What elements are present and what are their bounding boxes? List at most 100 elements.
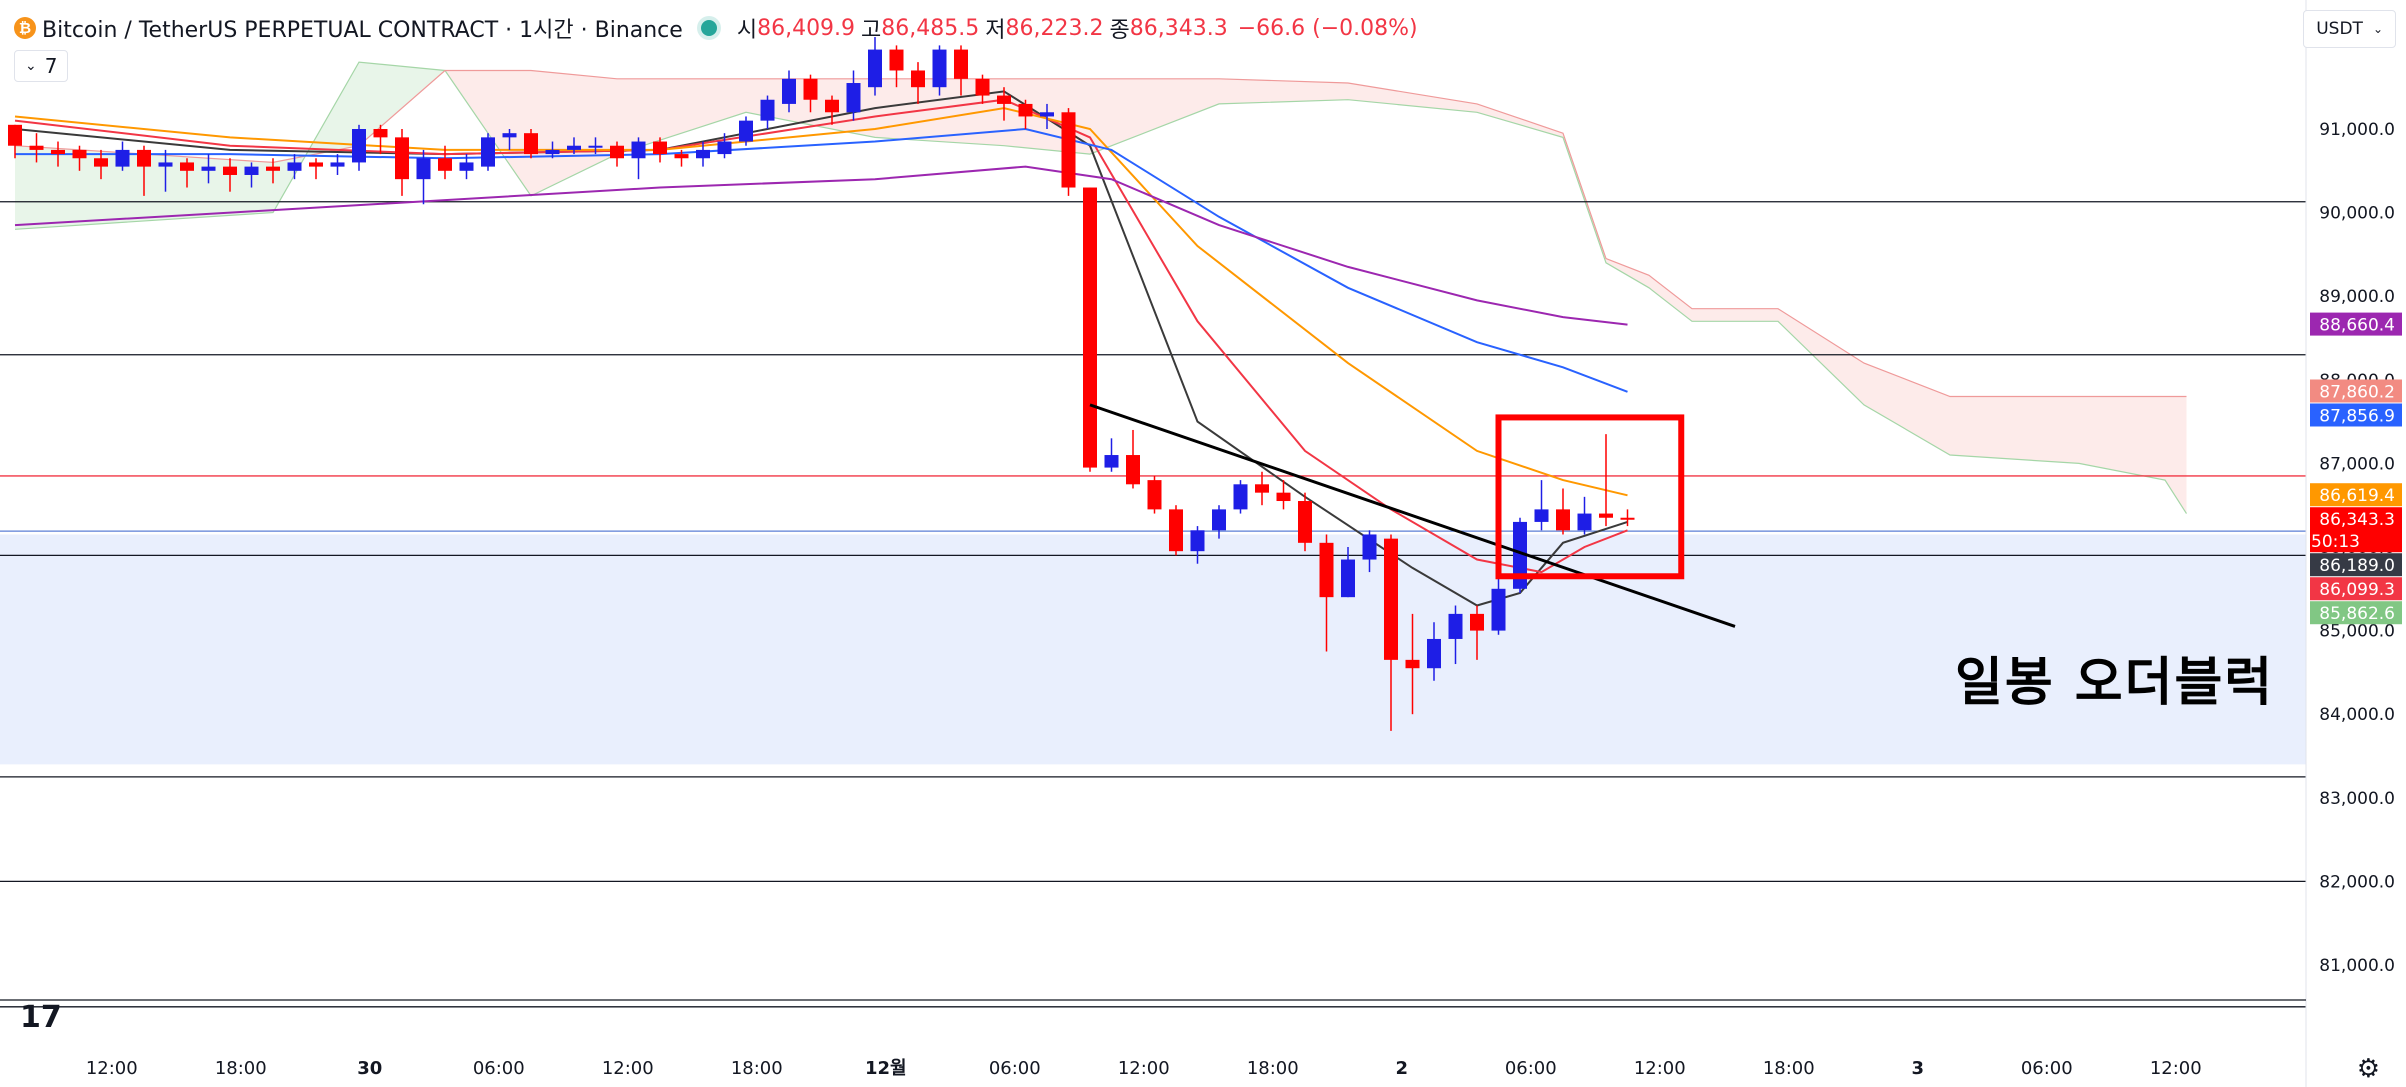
candle-body (1620, 517, 1635, 520)
candle-body (1319, 542, 1334, 598)
time-tick-label: 18:00 (1763, 1058, 1815, 1079)
price-tick-label: 90,000.0 (2319, 204, 2395, 224)
high-label: 고 (861, 18, 882, 43)
candle-body (1298, 501, 1312, 543)
candle-body (889, 49, 904, 71)
candle-body (1599, 513, 1613, 518)
candle-body (287, 162, 302, 171)
price-tick-label: 91,000.0 (2319, 120, 2395, 140)
price-badge-label: 86,099.3 (2319, 580, 2395, 600)
symbol-title[interactable]: Bitcoin / TetherUS PERPETUAL CONTRACT · … (42, 18, 683, 43)
price-badge-label: 88,660.4 (2319, 316, 2395, 336)
price-badge (2310, 577, 2402, 601)
settings-gear-icon[interactable]: ⚙ (2356, 1054, 2380, 1084)
currency-select[interactable]: USDT ⌄ (2303, 10, 2396, 48)
price-badge (2310, 601, 2402, 625)
candle-body (997, 95, 1011, 104)
tradingview-logo[interactable]: 17 (20, 1000, 62, 1035)
candle-body (524, 133, 538, 155)
order-block-annotation: 일봉 오더블럭 (1955, 653, 2275, 713)
candle-body (1513, 521, 1527, 589)
candle-body (631, 141, 646, 159)
time-tick-label: 06:00 (2021, 1058, 2073, 1079)
moving-average-line (14, 98, 1628, 574)
candle-body (1212, 509, 1226, 531)
price-tick-label: 85,000.0 (2319, 622, 2395, 642)
time-tick-label: 06:00 (1505, 1058, 1557, 1079)
market-status-icon (700, 20, 717, 36)
price-tick-label: 84,000.0 (2319, 705, 2395, 725)
candle-body (1126, 455, 1140, 485)
close-label: 종 (1109, 18, 1130, 43)
open-value: 86,409.9 (757, 15, 856, 41)
candle-body (115, 149, 130, 167)
candle-body (825, 99, 839, 113)
low-value: 86,223.2 (1005, 15, 1104, 41)
candle-body (1341, 559, 1355, 598)
time-tick-label: 18:00 (215, 1058, 267, 1079)
price-tick-label: 83,000.0 (2319, 789, 2395, 809)
price-tick-label: 82,000.0 (2319, 872, 2395, 892)
indicators-toggle-button[interactable]: ⌄ 7 (14, 50, 69, 82)
chart-header: ₿ Bitcoin / TetherUS PERPETUAL CONTRACT … (14, 8, 1418, 48)
candle-body (1233, 484, 1248, 510)
candle-body (1147, 480, 1162, 510)
candle-body (610, 145, 624, 159)
price-badge (2310, 312, 2402, 336)
chevron-down-icon: ⌄ (25, 58, 37, 74)
time-tick-label: 18:00 (731, 1058, 783, 1079)
candle-body (158, 162, 173, 167)
price-badge-label: 87,856.9 (2319, 406, 2395, 426)
price-badge-label: 87,860.2 (2319, 382, 2395, 402)
price-tick-label: 87,000.0 (2319, 454, 2395, 474)
time-tick-label: 12:00 (2150, 1058, 2202, 1079)
candle-body (416, 158, 431, 180)
candle-body (223, 166, 237, 175)
time-tick-label: 12:00 (1634, 1058, 1686, 1079)
price-badge-label: 86,189.0 (2319, 556, 2395, 576)
candle-body (717, 141, 732, 155)
candle-body (1061, 112, 1076, 188)
price-badge-label: 85,862.6 (2319, 604, 2395, 624)
candle-body (760, 99, 775, 121)
candle-body (94, 158, 108, 167)
time-tick-label: 2 (1395, 1058, 1408, 1079)
highlight-box (1495, 414, 1685, 580)
candle-body (1169, 509, 1183, 552)
price-badge-label: 86,343.3 (2319, 510, 2395, 530)
candle-body (180, 162, 194, 171)
candle-body (244, 166, 259, 175)
low-label: 저 (985, 18, 1006, 43)
high-value: 86,485.5 (881, 15, 980, 41)
candle-body (1448, 613, 1463, 639)
time-tick-label: 06:00 (989, 1058, 1041, 1079)
chevron-down-icon: ⌄ (2372, 22, 2383, 36)
candle-body (1427, 638, 1441, 669)
time-tick-label: 12월 (865, 1058, 907, 1079)
candle-body (545, 149, 560, 155)
open-label: 시 (736, 18, 758, 43)
candle-body (868, 49, 882, 88)
candle-body (911, 70, 925, 88)
candle-body (674, 154, 689, 159)
candle-body (932, 49, 947, 88)
candle-body (1190, 530, 1205, 552)
time-tick-label: 06:00 (473, 1058, 525, 1079)
candle-body (1491, 588, 1506, 631)
candle-body (975, 78, 990, 96)
candle-body (502, 133, 517, 138)
price-badge (2310, 507, 2402, 553)
price-badge (2310, 379, 2402, 403)
candle-body (1040, 112, 1054, 117)
candle-body (954, 49, 968, 79)
price-tick-label: 89,000.0 (2319, 287, 2395, 307)
price-badge (2310, 403, 2402, 427)
candle-body (137, 149, 151, 167)
price-badge (2310, 483, 2402, 507)
candle-body (201, 166, 216, 171)
time-tick-label: 12:00 (602, 1058, 654, 1079)
candle-body (1577, 513, 1592, 531)
candle-body (1104, 455, 1119, 468)
candle-body (373, 129, 388, 138)
